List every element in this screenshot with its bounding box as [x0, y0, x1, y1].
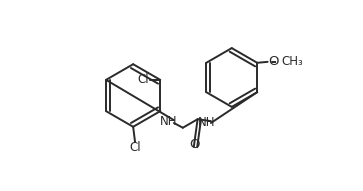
Text: Cl: Cl	[129, 141, 141, 154]
Text: O: O	[268, 55, 278, 68]
Text: NH: NH	[198, 116, 216, 129]
Text: NH: NH	[159, 115, 177, 128]
Text: CH₃: CH₃	[281, 55, 303, 68]
Text: Cl: Cl	[137, 73, 149, 86]
Text: O: O	[189, 138, 200, 151]
